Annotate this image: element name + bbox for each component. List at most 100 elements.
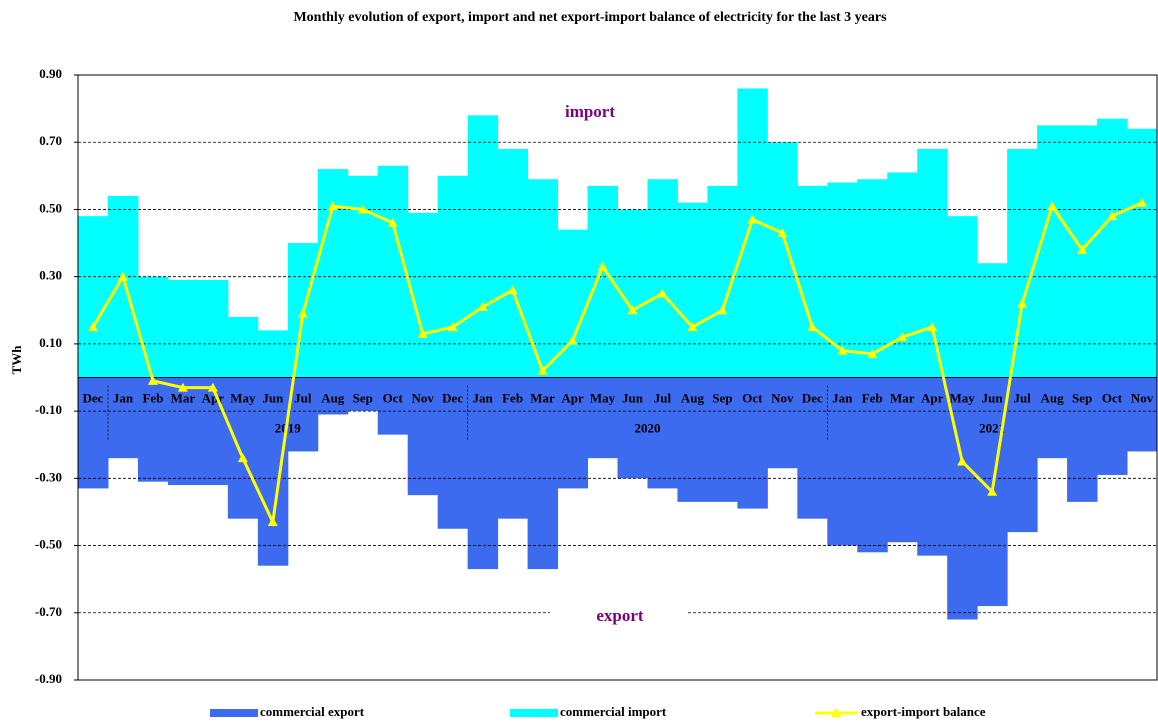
year-label: 2019 — [275, 420, 302, 435]
balance-marker — [1137, 197, 1148, 207]
x-tick-label: Jul — [1013, 390, 1031, 405]
x-tick-label: Nov — [1131, 390, 1154, 405]
balance-marker — [537, 365, 548, 375]
bar — [737, 88, 768, 378]
bar — [827, 182, 858, 378]
x-tick-label: May — [950, 390, 976, 405]
bar — [227, 377, 259, 519]
y-tick-label: -0.10 — [35, 402, 62, 417]
balance-marker — [1017, 298, 1028, 308]
x-tick-label: May — [590, 390, 616, 405]
balance-marker — [657, 288, 668, 298]
balance-marker — [627, 305, 638, 315]
x-tick-label: Mar — [171, 390, 196, 405]
bar — [887, 172, 918, 378]
x-tick-label: Sep — [712, 390, 732, 405]
x-tick-label: Aug — [1041, 390, 1065, 405]
bar — [647, 179, 678, 378]
bar — [527, 179, 559, 378]
balance-marker — [957, 456, 968, 466]
legend-swatch — [210, 709, 258, 717]
x-tick-label: Dec — [442, 390, 463, 405]
balance-marker — [117, 271, 128, 281]
bar — [137, 276, 169, 378]
y-tick-label: 0.30 — [39, 268, 62, 283]
x-tick-label: Jan — [113, 390, 134, 405]
y-tick-label: -0.50 — [35, 537, 62, 552]
x-tick-label: Nov — [771, 390, 794, 405]
bar — [647, 377, 678, 489]
bar — [977, 263, 1008, 378]
bar — [347, 377, 379, 412]
bar — [377, 377, 409, 435]
bar — [257, 377, 289, 566]
balance-marker — [327, 201, 338, 211]
balance-marker — [237, 453, 248, 463]
bar — [587, 377, 618, 459]
balance-marker — [717, 305, 728, 315]
bar — [1097, 118, 1128, 378]
bar — [767, 377, 798, 469]
year-label: 2020 — [634, 420, 660, 435]
bar — [1037, 125, 1068, 378]
balance-marker — [927, 322, 938, 332]
y-tick-label: -0.90 — [35, 671, 62, 686]
x-tick-label: Jun — [262, 390, 284, 405]
bar — [497, 377, 529, 519]
balance-marker — [447, 322, 458, 332]
bar — [1037, 377, 1068, 459]
legend-swatch — [510, 709, 558, 717]
bar — [677, 202, 708, 378]
x-tick-label: Dec — [802, 390, 823, 405]
x-tick-label: Mar — [890, 390, 915, 405]
bar — [947, 216, 978, 378]
x-tick-label: Feb — [502, 390, 523, 405]
legend-swatch — [831, 708, 841, 717]
y-tick-label: 0.50 — [39, 200, 62, 215]
balance-marker — [297, 308, 308, 318]
x-tick-label: Sep — [1072, 390, 1092, 405]
bar — [827, 377, 858, 546]
balance-marker — [207, 382, 218, 392]
bar — [497, 148, 529, 378]
x-tick-label: Aug — [681, 390, 705, 405]
bar — [557, 229, 589, 378]
legend-label: export-import balance — [861, 704, 986, 719]
bar — [917, 148, 948, 378]
balance-marker — [867, 348, 878, 358]
x-tick-label: Jun — [622, 390, 644, 405]
legend-label: commercial export — [260, 704, 365, 719]
bar — [737, 377, 768, 509]
y-tick-label: 0.90 — [39, 66, 62, 81]
bar — [677, 377, 708, 502]
balance-marker — [687, 322, 698, 332]
bar — [467, 377, 499, 570]
bar — [437, 377, 469, 529]
balance-marker — [897, 332, 908, 342]
balance-marker — [807, 322, 818, 332]
balance-marker — [387, 217, 398, 227]
bar — [857, 377, 888, 553]
x-tick-label: Feb — [142, 390, 163, 405]
bar — [617, 377, 648, 479]
x-tick-label: Jul — [654, 390, 672, 405]
chart-title: Monthly evolution of export, import and … — [293, 10, 887, 25]
balance-marker — [1107, 211, 1118, 221]
legend-label: commercial import — [560, 704, 667, 719]
x-tick-label: Jan — [473, 390, 494, 405]
x-tick-label: Oct — [1102, 390, 1123, 405]
bar — [527, 377, 559, 570]
bar — [167, 377, 199, 486]
bar — [167, 280, 199, 378]
annotation: import — [565, 102, 615, 121]
bar — [137, 377, 169, 482]
x-tick-label: Jan — [832, 390, 853, 405]
bar — [107, 377, 139, 459]
balance-marker — [747, 214, 758, 224]
x-tick-label: Jul — [294, 390, 312, 405]
bar — [797, 185, 828, 378]
bar — [1127, 128, 1158, 378]
bar — [1007, 148, 1038, 378]
bar — [197, 377, 229, 486]
